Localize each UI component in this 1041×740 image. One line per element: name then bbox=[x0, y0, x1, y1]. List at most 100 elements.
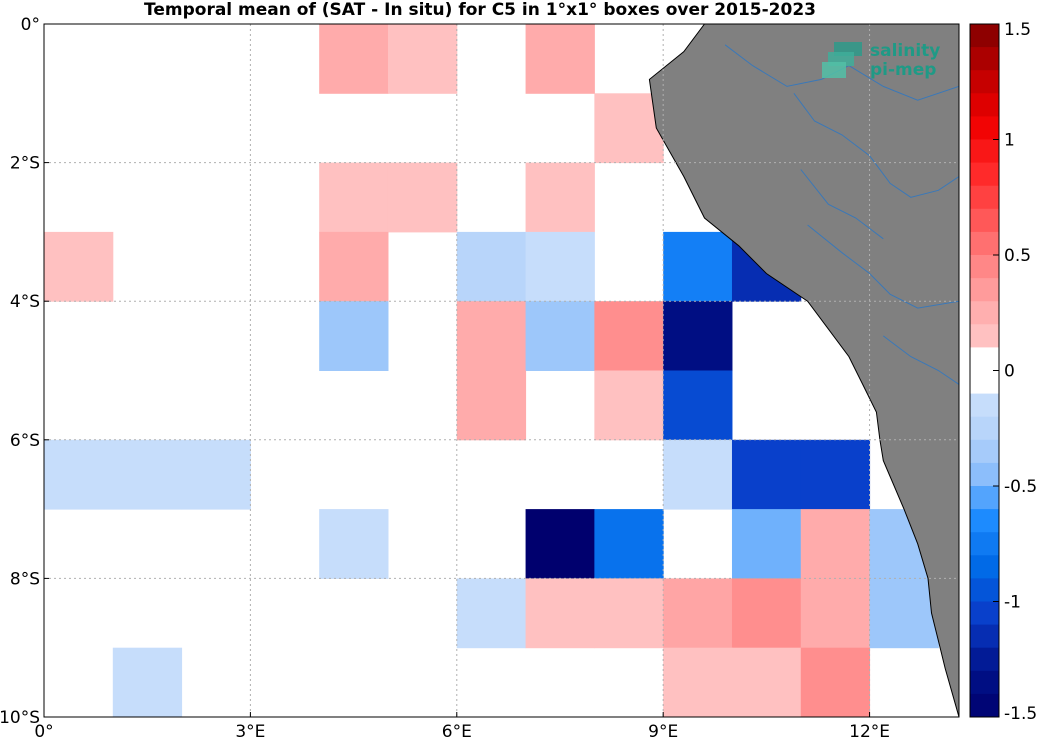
x-tick-label: 0° bbox=[34, 722, 53, 740]
data-cell bbox=[112, 439, 183, 510]
data-cell bbox=[800, 439, 871, 510]
data-cell bbox=[594, 370, 664, 441]
colorbar-tick-label: -1.5 bbox=[1004, 704, 1037, 724]
data-cell bbox=[800, 647, 871, 717]
data-cell bbox=[663, 578, 733, 649]
data-cell bbox=[387, 24, 458, 94]
data-cell bbox=[663, 231, 733, 302]
colorbar-ticks: 1.5 1 0.5 0 -0.5 -1 -1.5 bbox=[993, 20, 1037, 724]
logo-line2: pi-mep bbox=[870, 60, 936, 80]
colorbar-segment bbox=[970, 24, 999, 48]
colorbar-segment bbox=[970, 162, 999, 187]
data-cell bbox=[594, 509, 664, 579]
land-layer bbox=[648, 24, 959, 717]
colorbar-segment bbox=[970, 486, 999, 510]
land-mass bbox=[648, 24, 959, 717]
data-cell bbox=[525, 231, 595, 302]
data-cell bbox=[456, 301, 527, 371]
logo-line1: salinity bbox=[870, 41, 940, 61]
colorbar-segment bbox=[970, 693, 999, 718]
chart-title: Temporal mean of (SAT - In situ) for C5 … bbox=[144, 0, 816, 20]
colorbar-segment bbox=[970, 324, 999, 348]
x-tick-label: 12°E bbox=[849, 722, 890, 740]
data-cell bbox=[731, 439, 802, 510]
colorbar-segment bbox=[970, 393, 999, 418]
map-frame bbox=[43, 23, 960, 718]
logo-icon bbox=[822, 42, 862, 78]
data-cell bbox=[525, 509, 595, 579]
colorbar-tick-label: 0.5 bbox=[1004, 246, 1031, 266]
colorbar-segment bbox=[970, 624, 999, 649]
y-tick-label: 6°S bbox=[10, 431, 40, 451]
river-line bbox=[800, 169, 884, 240]
data-cell bbox=[456, 231, 527, 302]
colorbar-segment bbox=[970, 116, 999, 140]
colorbar-segment bbox=[970, 647, 999, 672]
colorbar-segment bbox=[970, 439, 999, 464]
colorbar bbox=[970, 24, 999, 718]
logo: salinity pi-mep bbox=[822, 41, 940, 80]
data-cell bbox=[869, 578, 939, 649]
data-cell bbox=[525, 301, 595, 371]
y-tick-labels: 0° 2°S 4°S 6°S 8°S 10°S bbox=[0, 15, 49, 728]
colorbar-segment bbox=[970, 578, 999, 602]
data-cell bbox=[731, 647, 802, 717]
y-tick-label: 4°S bbox=[10, 292, 40, 312]
data-cell bbox=[525, 24, 595, 94]
data-cell bbox=[181, 439, 251, 510]
data-cell bbox=[456, 578, 527, 649]
colorbar-segment bbox=[970, 462, 999, 487]
y-tick-label: 2°S bbox=[10, 154, 40, 174]
colorbar-segment bbox=[970, 347, 999, 371]
data-cell bbox=[319, 509, 389, 579]
data-cell bbox=[525, 162, 595, 233]
colorbar-segment bbox=[970, 70, 999, 94]
data-cell bbox=[594, 301, 664, 371]
data-cell bbox=[731, 509, 802, 579]
colorbar-segment bbox=[970, 47, 999, 71]
colorbar-segment bbox=[970, 555, 999, 579]
data-cell bbox=[387, 162, 458, 233]
data-cell bbox=[319, 162, 389, 233]
data-cell bbox=[44, 439, 114, 510]
colorbar-tick-label: 1 bbox=[1004, 131, 1015, 151]
colorbar-tick-label: 1.5 bbox=[1004, 20, 1031, 40]
colorbar-tick-label: 0 bbox=[1004, 362, 1015, 382]
colorbar-segment bbox=[970, 278, 999, 302]
data-cell bbox=[456, 370, 527, 441]
colorbar-segment bbox=[970, 670, 999, 695]
colorbar-segment bbox=[970, 185, 999, 210]
colorbar-segment bbox=[970, 301, 999, 325]
river-line bbox=[807, 224, 959, 309]
x-tick-label: 6°E bbox=[442, 722, 472, 740]
colorbar-segment bbox=[970, 139, 999, 164]
y-tick-label: 8°S bbox=[10, 569, 40, 589]
x-tick-label: 3°E bbox=[235, 722, 265, 740]
data-cell bbox=[525, 578, 595, 649]
data-cell bbox=[44, 231, 114, 302]
data-cell bbox=[319, 301, 389, 371]
river-line bbox=[793, 93, 959, 198]
data-cell bbox=[731, 578, 802, 649]
colorbar-segment bbox=[970, 370, 999, 395]
grid-layer bbox=[44, 24, 959, 717]
x-tick-label: 9°E bbox=[648, 722, 678, 740]
colorbar-segment bbox=[970, 93, 999, 117]
data-cell bbox=[319, 24, 389, 94]
data-cell bbox=[800, 578, 871, 649]
data-cell bbox=[594, 93, 664, 164]
data-cell bbox=[663, 370, 733, 441]
data-cell bbox=[663, 301, 733, 371]
colorbar-segment bbox=[970, 416, 999, 441]
data-cell bbox=[663, 647, 733, 717]
colorbar-segment bbox=[970, 601, 999, 626]
colorbar-segment bbox=[970, 208, 999, 233]
x-tick-labels: 0° 3°E 6°E 9°E 12°E bbox=[34, 712, 890, 740]
colorbar-segment bbox=[970, 532, 999, 556]
colorbar-segment bbox=[970, 509, 999, 533]
colorbar-segment bbox=[970, 255, 999, 279]
data-cell bbox=[594, 578, 664, 649]
data-cell bbox=[319, 231, 389, 302]
data-cell bbox=[663, 439, 733, 510]
